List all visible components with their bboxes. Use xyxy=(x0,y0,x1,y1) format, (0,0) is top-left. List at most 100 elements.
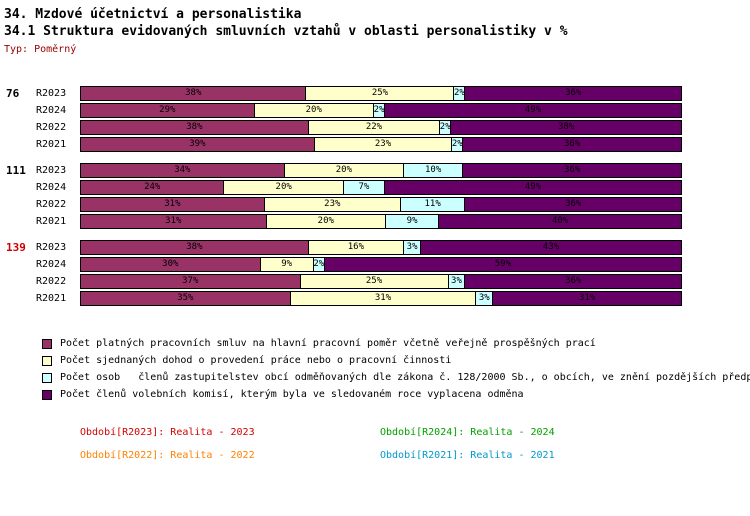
segment-value: 23% xyxy=(374,139,392,149)
segment-value: 3% xyxy=(451,276,462,286)
bar-segment: 25% xyxy=(299,274,449,289)
segment-value: 20% xyxy=(317,216,334,226)
chart-row: 111 R2023 34% 20% 10% 36% xyxy=(0,162,682,179)
period-row-label: R2022 xyxy=(36,122,67,133)
series-legend: Počet platných pracovních smluv na hlavn… xyxy=(42,335,750,403)
segment-value: 11% xyxy=(424,199,441,209)
period-row-label: R2022 xyxy=(36,199,67,210)
chart-group: 111 R2023 34% 20% 10% 36% R2024 24% 20% 7% 49% R202… xyxy=(0,162,682,230)
stacked-bar: 38% 22% 2% 38% xyxy=(80,120,682,135)
segment-value: 9% xyxy=(406,216,418,226)
bar-segment: 43% xyxy=(420,240,682,255)
segment-value: 10% xyxy=(425,165,442,175)
segment-value: 38% xyxy=(186,242,203,252)
stacked-bar: 39% 23% 2% 36% xyxy=(80,137,682,152)
segment-value: 36% xyxy=(565,88,582,98)
legend-swatch xyxy=(42,389,52,400)
segment-value: 35% xyxy=(177,293,194,303)
segment-value: 34% xyxy=(174,165,191,175)
bar-segment: 20% xyxy=(265,214,386,229)
bar-segment: 38% xyxy=(80,120,309,135)
segment-value: 31% xyxy=(374,293,392,303)
legend-swatch xyxy=(42,355,52,366)
period-row-label: R2021 xyxy=(36,216,67,227)
group-count-label: 111 xyxy=(6,164,26,177)
chart-row: R2021 31% 20% 9% 40% xyxy=(0,213,682,230)
bar-segment: 20% xyxy=(223,180,344,195)
segment-value: 16% xyxy=(347,242,365,252)
segment-value: 31% xyxy=(579,293,596,303)
bar-segment: 24% xyxy=(80,180,225,195)
segment-value: 2% xyxy=(373,105,385,115)
chart-group: 139 R2023 38% 16% 3% 43% R2024 30% 9% 2% 59% R2022 3… xyxy=(0,239,682,307)
period-legend-item: Období[R2021]: Realita - 2021 xyxy=(380,450,555,461)
bar-segment: 23% xyxy=(313,137,453,152)
legend-swatch xyxy=(42,372,52,383)
bar-segment: 10% xyxy=(403,163,464,178)
bar-segment: 2% xyxy=(312,257,325,272)
period-row-label: R2023 xyxy=(36,88,67,99)
bar-segment: 30% xyxy=(80,257,261,272)
chart-row: R2024 29% 20% 2% 49% xyxy=(0,102,682,119)
bar-segment: 3% xyxy=(475,291,494,306)
bar-segment: 49% xyxy=(384,103,682,118)
segment-value: 38% xyxy=(186,122,203,132)
bar-segment: 31% xyxy=(80,197,265,212)
bar-segment: 39% xyxy=(80,137,315,152)
segment-value: 59% xyxy=(494,259,512,269)
segment-value: 31% xyxy=(164,199,181,209)
period-row-label: R2024 xyxy=(36,259,67,270)
segment-value: 30% xyxy=(162,259,179,269)
bar-segment: 49% xyxy=(383,180,682,195)
segment-value: 2% xyxy=(454,88,465,98)
segment-value: 40% xyxy=(551,216,569,226)
chart-row: R2024 30% 9% 2% 59% xyxy=(0,256,682,273)
bar-segment: 3% xyxy=(447,274,466,289)
segment-value: 9% xyxy=(281,259,293,269)
segment-value: 20% xyxy=(275,182,292,192)
period-legend-item: Období[R2023]: Realita - 2023 xyxy=(80,427,255,438)
chart-row: R2024 24% 20% 7% 49% xyxy=(0,179,682,196)
legend-item: Počet sjednaných dohod o provedení práce… xyxy=(42,352,750,369)
period-legend-item: Období[R2024]: Realita - 2024 xyxy=(380,427,555,438)
bar-segment: 34% xyxy=(80,163,285,178)
report-title-line2: 34.1 Struktura evidovaných smluvních vzt… xyxy=(4,24,568,39)
stacked-bar: 38% 25% 2% 36% xyxy=(80,86,682,101)
legend-item: Počet osob členů zastupitelstev obcí odm… xyxy=(42,369,750,386)
segment-value: 2% xyxy=(439,122,451,132)
legend-item: Počet členů volebních komisí, kterým byl… xyxy=(42,386,750,403)
segment-value: 38% xyxy=(557,122,575,132)
stacked-bar: 35% 31% 3% 31% xyxy=(80,291,682,306)
bar-segment: 36% xyxy=(464,197,682,212)
bar-segment: 36% xyxy=(462,137,682,152)
bar-segment: 20% xyxy=(253,103,374,118)
bar-segment: 37% xyxy=(80,274,301,289)
bar-segment: 2% xyxy=(451,137,464,152)
bar-segment: 2% xyxy=(372,103,385,118)
bar-segment: 25% xyxy=(305,86,455,101)
bar-segment: 3% xyxy=(403,240,422,255)
chart-row: R2022 31% 23% 11% 36% xyxy=(0,196,682,213)
segment-value: 25% xyxy=(371,88,389,98)
segment-value: 36% xyxy=(565,276,582,286)
segment-value: 3% xyxy=(478,293,490,303)
bar-segment: 31% xyxy=(80,214,267,229)
segment-value: 7% xyxy=(358,182,370,192)
stacked-bar: 34% 20% 10% 36% xyxy=(80,163,682,178)
bar-segment: 2% xyxy=(439,120,452,135)
bar-segment: 31% xyxy=(492,291,682,306)
segment-value: 36% xyxy=(563,165,581,175)
bar-segment: 9% xyxy=(259,257,314,272)
bar-segment: 16% xyxy=(307,240,405,255)
chart: 76 R2023 38% 25% 2% 36% R2024 29% 20% 2% 49% R2022 3… xyxy=(0,85,750,307)
period-row-label: R2021 xyxy=(36,293,67,304)
bar-segment: 11% xyxy=(399,197,466,212)
bar-segment: 38% xyxy=(80,240,309,255)
segment-value: 3% xyxy=(406,242,418,252)
chart-row: R2021 35% 31% 3% 31% xyxy=(0,290,682,307)
segment-value: 36% xyxy=(565,199,582,209)
period-row-label: R2023 xyxy=(36,242,67,253)
segment-value: 39% xyxy=(189,139,206,149)
bar-segment: 36% xyxy=(464,274,682,289)
segment-value: 2% xyxy=(313,259,325,269)
